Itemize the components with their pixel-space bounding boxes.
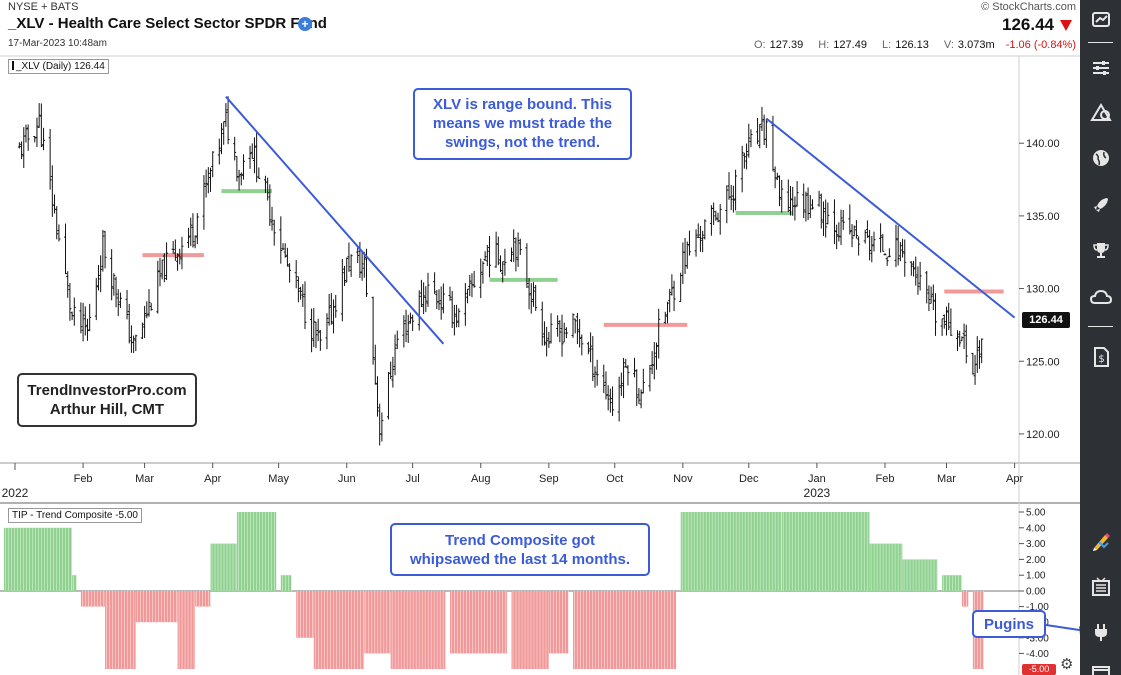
chart-area[interactable]: 120.00 125.00 130.00 135.00 140.00 Feb Mar Apr M… bbox=[0, 0, 1080, 675]
month-tick-label: May bbox=[268, 473, 289, 485]
month-tick-label: Feb bbox=[74, 473, 93, 485]
month-tick-label: Oct bbox=[606, 473, 623, 485]
histogram-negative-bars bbox=[135, 591, 178, 623]
trophy-icon[interactable] bbox=[1080, 235, 1121, 265]
right-toolbar: $ bbox=[1080, 0, 1121, 675]
histogram-negative-bars bbox=[296, 591, 314, 638]
month-tick-label: Apr bbox=[1006, 473, 1023, 485]
chart-header: NYSE + BATS _XLV - Health Care Select Se… bbox=[0, 0, 1080, 56]
chart-title: _XLV - Health Care Select Sector SPDR Fu… bbox=[8, 15, 327, 32]
histogram-negative-bars bbox=[573, 591, 677, 669]
pencil-icon[interactable] bbox=[1080, 526, 1121, 556]
chart-settings-icon[interactable] bbox=[1080, 5, 1121, 35]
low-label: L: bbox=[882, 39, 892, 51]
histogram-negative-bars bbox=[390, 591, 446, 669]
month-tick-label: Sep bbox=[539, 473, 559, 485]
exchange-label: NYSE + BATS bbox=[8, 1, 79, 13]
price-tick-label: 120.00 bbox=[1026, 429, 1060, 441]
indicator-tick-label: -1.00 bbox=[1026, 602, 1049, 613]
shapes-icon[interactable] bbox=[1080, 98, 1121, 128]
histogram-negative-bars bbox=[511, 591, 549, 669]
low-value: 126.13 bbox=[895, 39, 929, 51]
add-symbol-plus-icon[interactable]: + bbox=[298, 17, 312, 31]
sliders-icon[interactable] bbox=[1080, 53, 1121, 83]
histogram-positive-bars bbox=[781, 512, 870, 591]
indicator-tick-label: -4.00 bbox=[1026, 649, 1049, 660]
open-value: 127.39 bbox=[769, 39, 804, 51]
histogram-positive-bars bbox=[280, 575, 292, 591]
histogram-negative-bars bbox=[177, 591, 195, 669]
svg-text:$: $ bbox=[1098, 354, 1104, 365]
month-tick-label: Mar bbox=[937, 473, 956, 485]
brand-line-2: Arthur Hill, CMT bbox=[49, 401, 165, 418]
ohlc-readout: O: 127.39 H: 127.49 L: 126.13 V: 3.073m -1.0… bbox=[742, 39, 1076, 51]
month-tick-label: Apr bbox=[204, 473, 221, 485]
range-bound-note: XLV is range bound. This means we must t… bbox=[413, 88, 632, 160]
window-icon[interactable] bbox=[1080, 657, 1121, 675]
indicator-tick-label: 3.00 bbox=[1026, 539, 1046, 550]
price-legend: _XLV (Daily) 126.44 bbox=[8, 59, 109, 74]
indicator-tick-label: 1.00 bbox=[1026, 571, 1046, 582]
price-tick-label: 125.00 bbox=[1026, 356, 1060, 368]
year-label: 2023 bbox=[804, 486, 831, 500]
histogram-positive-bars bbox=[942, 575, 962, 591]
plugin-icon[interactable] bbox=[1080, 617, 1121, 647]
document-dollar-icon[interactable]: $ bbox=[1080, 342, 1121, 372]
histogram-positive-bars bbox=[680, 512, 782, 591]
gear-icon[interactable]: ⚙ bbox=[1060, 656, 1074, 673]
month-tick-label: Jan bbox=[808, 473, 826, 485]
histogram-negative-bars bbox=[548, 591, 569, 654]
price-tick-label: 140.00 bbox=[1026, 138, 1060, 150]
histogram-positive-bars bbox=[902, 559, 938, 591]
month-tick-label: Jul bbox=[406, 473, 420, 485]
down-arrow-icon bbox=[1060, 20, 1072, 31]
trend-composite-note: Trend Composite got whipsawed the last 1… bbox=[390, 523, 650, 576]
year-label: 2022 bbox=[2, 486, 29, 500]
rocket-icon[interactable] bbox=[1080, 190, 1121, 220]
indicator-tick-label: 4.00 bbox=[1026, 523, 1046, 534]
volume-value: 3.073m bbox=[957, 39, 995, 51]
indicator-legend: TIP - Trend Composite -5.00 bbox=[8, 508, 142, 523]
globe-icon[interactable] bbox=[1080, 143, 1121, 173]
price-tick-label: 135.00 bbox=[1026, 211, 1060, 223]
month-tick-label: Feb bbox=[876, 473, 895, 485]
open-label: O: bbox=[753, 39, 766, 51]
change-value: -1.06 (-0.84%) bbox=[1005, 39, 1076, 51]
month-tick-label: Jun bbox=[338, 473, 356, 485]
last-price: 126.44 bbox=[1002, 15, 1054, 34]
histogram-positive-bars bbox=[4, 527, 72, 591]
histogram-negative-bars bbox=[313, 591, 365, 669]
volume-label: V: bbox=[943, 39, 954, 51]
high-label: H: bbox=[818, 39, 830, 51]
month-tick-label: Dec bbox=[739, 473, 759, 485]
plugins-note: Pugins bbox=[972, 610, 1046, 638]
price-last-badge: 126.44 bbox=[1022, 312, 1070, 328]
cloud-icon[interactable] bbox=[1080, 282, 1121, 312]
toolbar-separator bbox=[1088, 326, 1113, 327]
brand-note: TrendInvestorPro.com Arthur Hill, CMT bbox=[17, 373, 197, 427]
price-tick-label: 130.00 bbox=[1026, 284, 1060, 296]
indicator-tick-label: -3.00 bbox=[1026, 633, 1049, 644]
chart-list-icon[interactable] bbox=[1080, 572, 1121, 602]
indicator-tick-label: 2.00 bbox=[1026, 555, 1046, 566]
histogram-negative-bars bbox=[80, 591, 105, 607]
trendline bbox=[225, 96, 445, 345]
copyright: © StockCharts.com bbox=[981, 1, 1076, 13]
indicator-tick-label: 0.00 bbox=[1026, 587, 1046, 598]
toolbar-separator bbox=[1088, 42, 1113, 43]
histogram-negative-bars bbox=[961, 591, 969, 607]
brand-line-1: TrendInvestorPro.com bbox=[27, 382, 187, 399]
month-tick-label: Mar bbox=[135, 473, 154, 485]
indicator-last-badge: -5.00 bbox=[1022, 664, 1056, 675]
histogram-positive-bars bbox=[72, 575, 77, 591]
indicator-tick-label: 5.00 bbox=[1026, 508, 1046, 519]
high-value: 127.49 bbox=[833, 39, 867, 51]
chart-date: 17-Mar-2023 10:48am bbox=[8, 38, 107, 49]
trendline bbox=[765, 117, 1016, 319]
month-tick-label: Nov bbox=[673, 473, 693, 485]
month-tick-label: Aug bbox=[471, 473, 491, 485]
